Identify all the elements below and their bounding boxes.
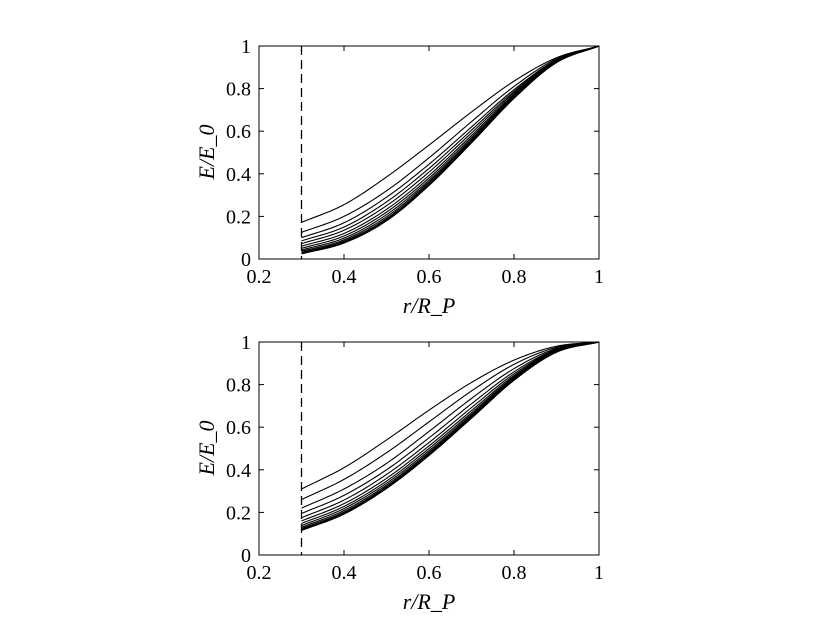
x-tick-label: 0.4 — [332, 266, 357, 288]
series-line-bottom-1 — [301, 341, 600, 490]
plot-frame-top — [258, 45, 600, 260]
y-tick-label: 0.6 — [226, 121, 251, 143]
series-line-bottom-12 — [301, 341, 600, 532]
x-tick-label: 0.6 — [417, 562, 442, 584]
y-tick-label: 0.4 — [226, 164, 251, 186]
y-axis-label-bottom: E/E_0 — [194, 421, 219, 477]
x-ticks-bottom: 0.2 0.4 0.6 0.8 1 — [247, 342, 604, 584]
series-line-top-1 — [301, 45, 600, 223]
x-axis-label-top: r/R_P — [403, 293, 456, 318]
series-line-top-2 — [301, 45, 600, 233]
panel-top: 0.2 0.4 0.6 0.8 1 00.20.40.60.81 r/R_P E/E_0 — [194, 36, 604, 318]
x-tick-label: 0.6 — [417, 266, 442, 288]
x-tick-label: 0.2 — [247, 562, 272, 584]
y-tick-label: 1 — [241, 36, 251, 58]
series-line-top-9 — [301, 45, 600, 252]
y-tick-label: 0.2 — [226, 502, 251, 524]
x-tick-label: 0.8 — [502, 266, 527, 288]
y-tick-label: 0.8 — [226, 375, 251, 397]
series-line-top-5 — [301, 45, 600, 245]
series-group-top — [301, 45, 600, 255]
series-line-top-4 — [301, 45, 600, 242]
y-axis-label-top: E/E_0 — [194, 125, 219, 181]
y-ticks-top: 0 0.2 0.4 0.6 0.8 1 — [226, 36, 599, 271]
y-tick-label: 0.8 — [226, 79, 251, 101]
series-line-bottom-11 — [301, 341, 600, 531]
series-line-top-7 — [301, 45, 600, 249]
x-tick-label: 0.4 — [332, 562, 357, 584]
y-tick-label: 0.2 — [226, 206, 251, 228]
x-tick-label: 0.8 — [502, 562, 527, 584]
series-line-top-12 — [301, 45, 600, 255]
y-tick-label: 0 — [241, 249, 251, 271]
y-tick-label: 0 — [241, 545, 251, 567]
series-group-bottom — [301, 341, 600, 532]
series-line-bottom-10 — [301, 341, 600, 530]
x-ticks-top: 0.2 0.4 0.6 0.8 1 — [247, 46, 604, 288]
y-tick-label: 1 — [241, 332, 251, 354]
y-tick-label: 0.4 — [226, 460, 251, 482]
series-line-bottom-5 — [301, 341, 600, 519]
x-tick-label: 1 — [594, 562, 604, 584]
x-tick-label: 0.2 — [247, 266, 272, 288]
x-axis-label-bottom: r/R_P — [403, 589, 456, 614]
x-tick-label: 1 — [594, 266, 604, 288]
panel-bottom: 0.2 0.4 0.6 0.8 1 00.20.40.60.81 r/R_P E/E_0 — [194, 332, 604, 614]
series-line-top-3 — [301, 45, 600, 239]
y-ticks-bottom: 0 0.2 0.4 0.6 0.8 1 — [226, 332, 599, 567]
series-line-bottom-3 — [301, 341, 600, 509]
series-line-top-8 — [301, 45, 600, 251]
series-line-bottom-2 — [301, 341, 600, 501]
series-line-bottom-4 — [301, 341, 600, 514]
y-tick-label: 0.6 — [226, 417, 251, 439]
